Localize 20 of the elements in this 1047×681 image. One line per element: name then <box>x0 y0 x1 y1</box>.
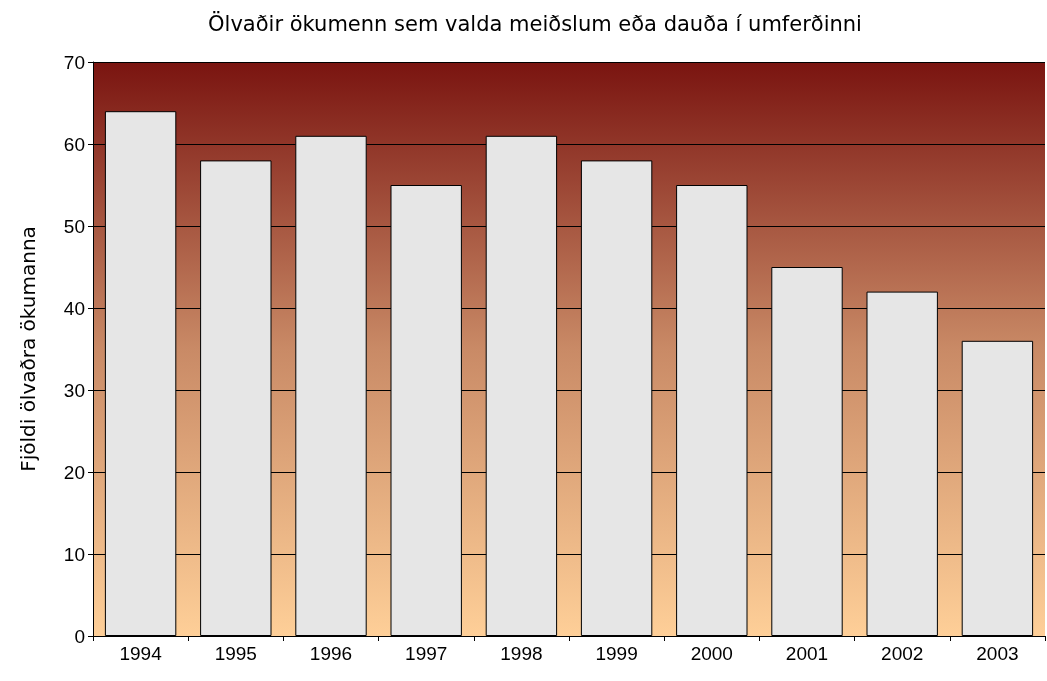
x-tick-label: 2002 <box>881 643 924 664</box>
x-tick-label: 1994 <box>119 643 163 664</box>
y-tick-label: 30 <box>63 379 85 401</box>
y-tick-label: 0 <box>74 625 85 647</box>
y-tick-label: 20 <box>63 461 85 483</box>
x-tick-label: 2001 <box>785 643 829 664</box>
x-tick-label: 1997 <box>405 643 448 664</box>
x-tick-label: 1998 <box>500 643 543 664</box>
y-tick-label: 40 <box>63 297 85 319</box>
y-tick-label: 50 <box>63 215 85 237</box>
x-tick-label: 2003 <box>976 643 1019 664</box>
x-tick-label: 1996 <box>309 643 353 664</box>
chart-title: Ölvaðir ökumenn sem valda meiðslum eða dauða í umferðinni <box>208 10 862 36</box>
x-tick-label: 1999 <box>595 643 638 664</box>
y-tick-label: 60 <box>63 133 85 155</box>
y-tick-label: 10 <box>63 543 85 565</box>
x-tick-label: 2000 <box>690 643 733 664</box>
y-axis-title: Fjöldi ölvaðra ökumanna <box>16 226 40 472</box>
y-tick-label: 70 <box>63 51 85 73</box>
x-tick-label: 1995 <box>214 643 257 664</box>
